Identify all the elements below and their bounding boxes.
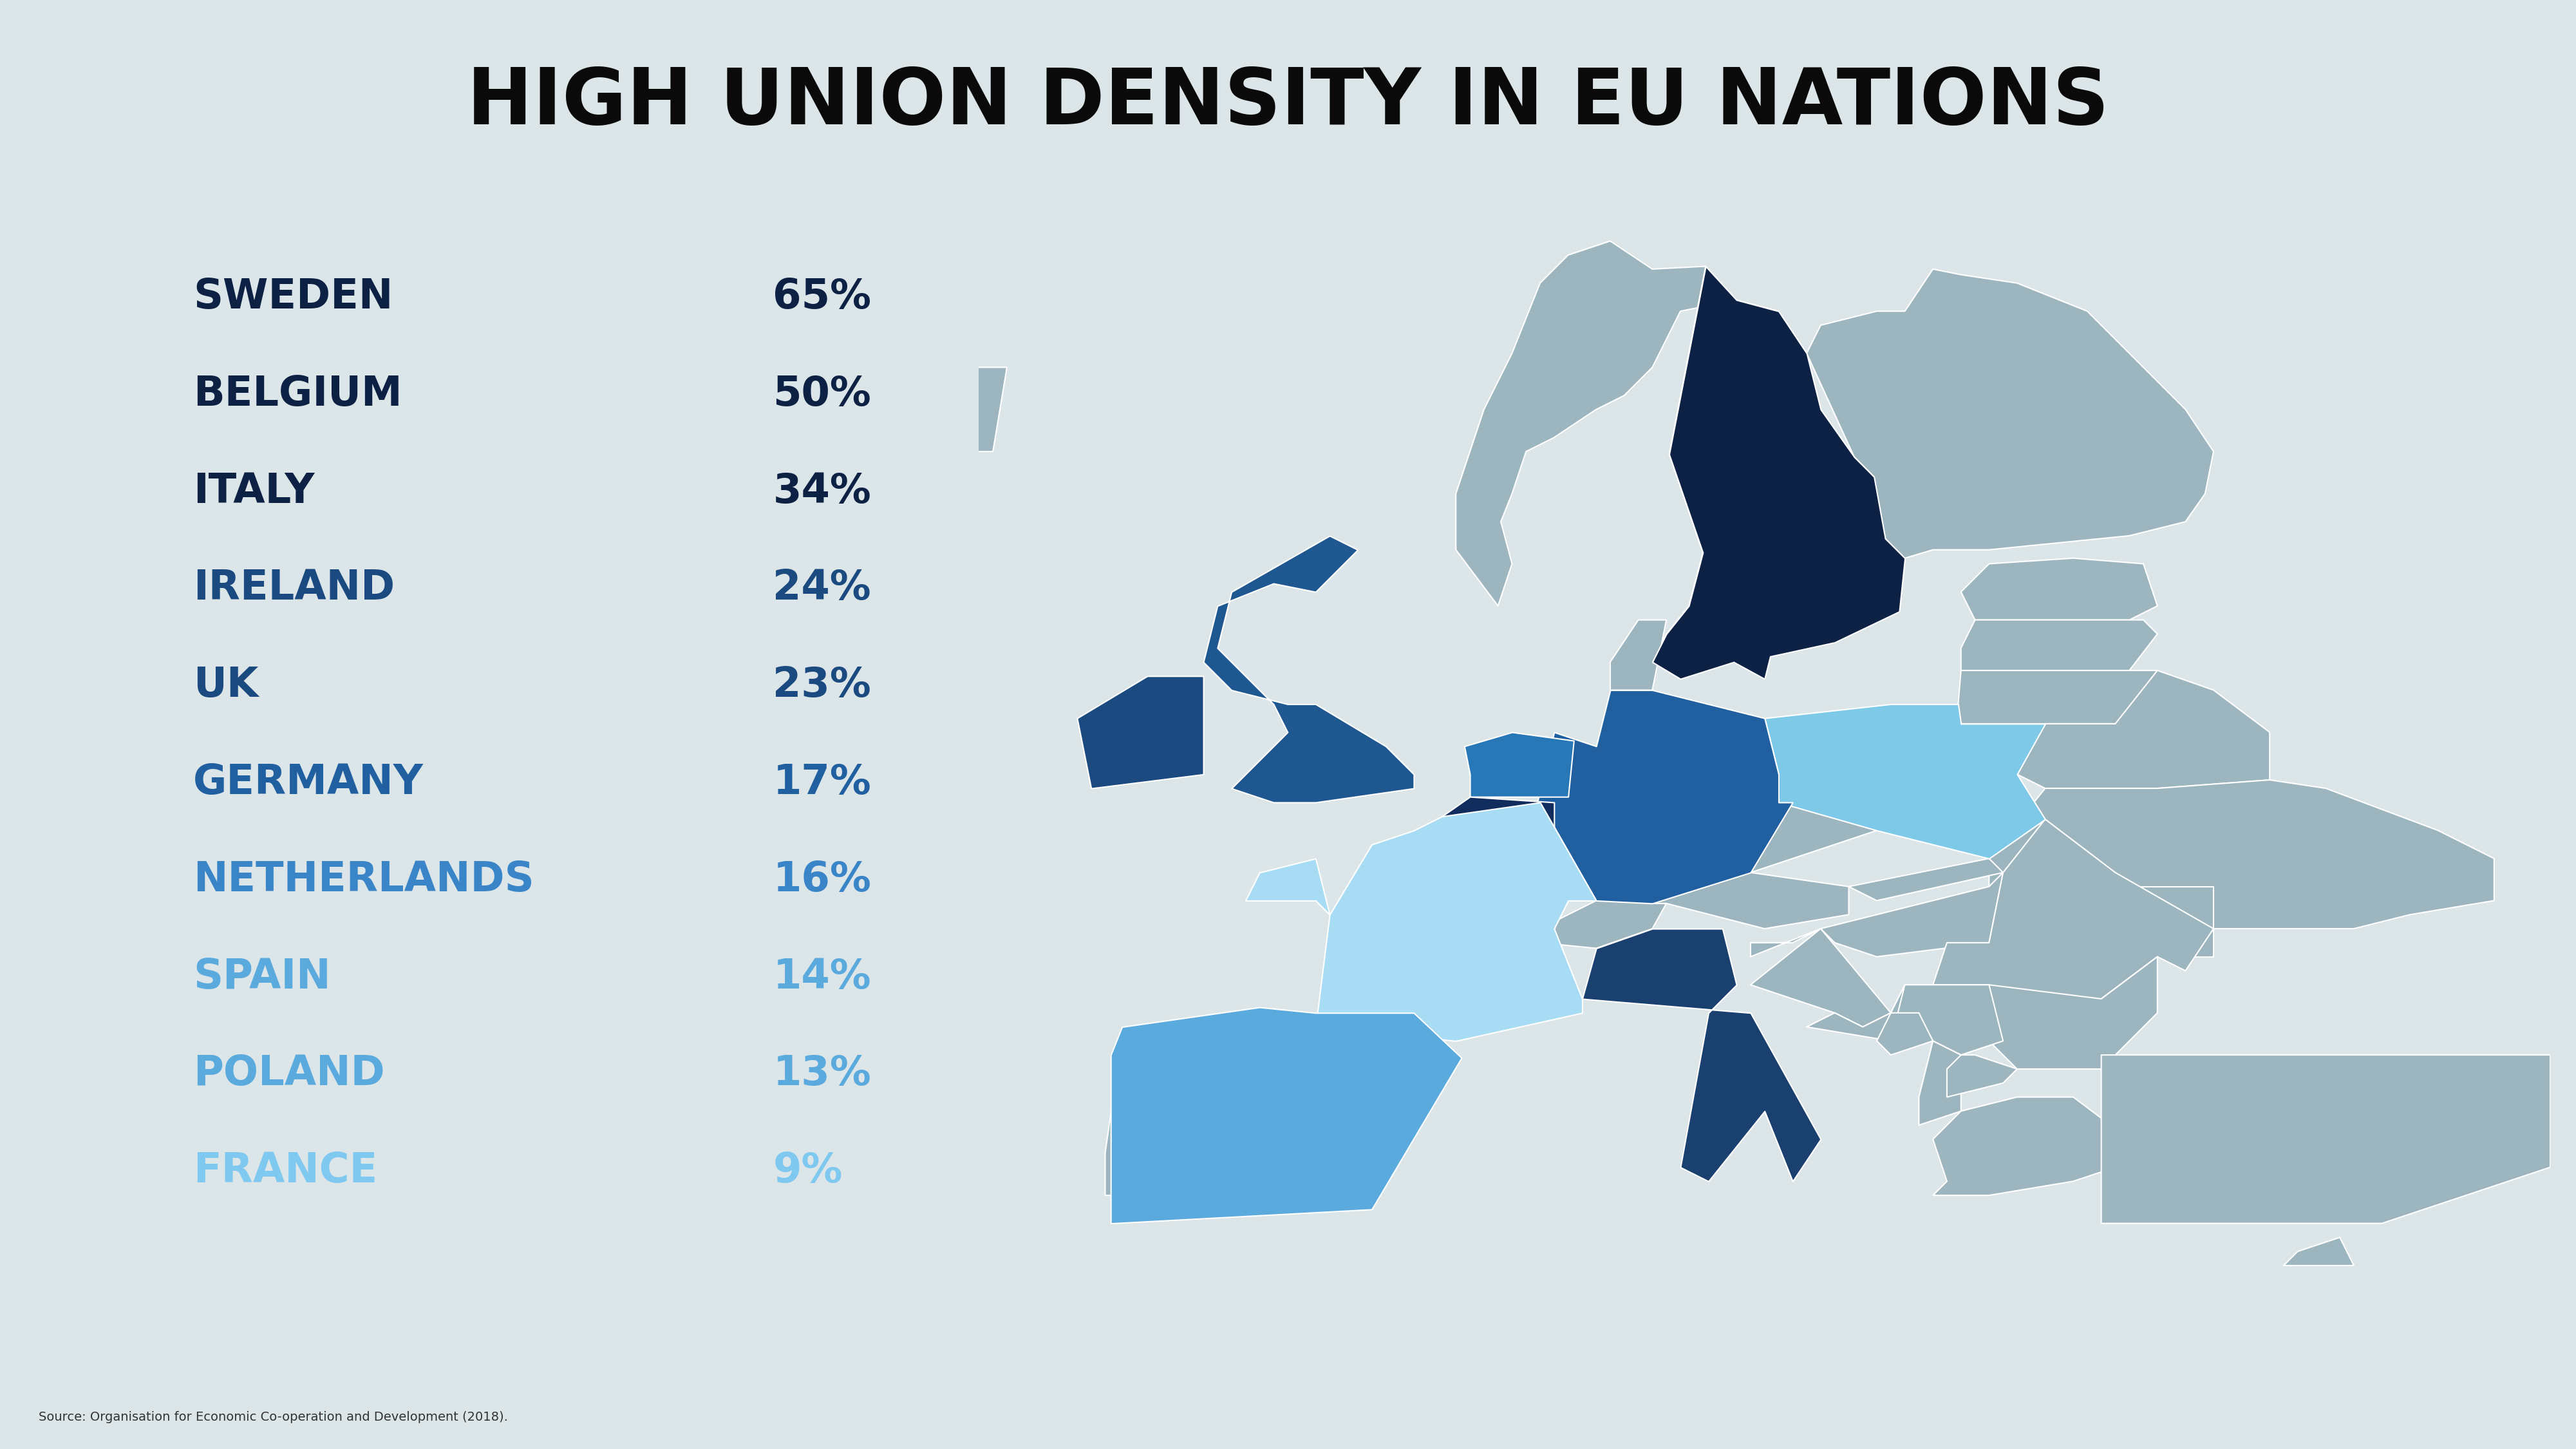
- Text: HIGH UNION DENSITY IN EU NATIONS: HIGH UNION DENSITY IN EU NATIONS: [466, 65, 2110, 141]
- Text: NETHERLANDS: NETHERLANDS: [193, 859, 533, 900]
- Text: 17%: 17%: [773, 762, 871, 803]
- Text: 65%: 65%: [773, 277, 871, 317]
- Text: 14%: 14%: [773, 956, 871, 997]
- Text: POLAND: POLAND: [193, 1053, 384, 1094]
- Text: SPAIN: SPAIN: [193, 956, 330, 997]
- Text: 34%: 34%: [773, 471, 871, 511]
- Text: 24%: 24%: [773, 568, 871, 609]
- Text: IRELAND: IRELAND: [193, 568, 394, 609]
- Text: 23%: 23%: [773, 665, 871, 706]
- Text: BELGIUM: BELGIUM: [193, 374, 402, 414]
- Text: UK: UK: [193, 665, 258, 706]
- Text: 13%: 13%: [773, 1053, 871, 1094]
- Text: 16%: 16%: [773, 859, 871, 900]
- Text: GERMANY: GERMANY: [193, 762, 422, 803]
- Text: 9%: 9%: [773, 1151, 842, 1191]
- Text: Source: Organisation for Economic Co-operation and Development (2018).: Source: Organisation for Economic Co-ope…: [39, 1411, 507, 1423]
- Text: ITALY: ITALY: [193, 471, 314, 511]
- Text: FRANCE: FRANCE: [193, 1151, 379, 1191]
- Text: 50%: 50%: [773, 374, 871, 414]
- Text: SWEDEN: SWEDEN: [193, 277, 394, 317]
